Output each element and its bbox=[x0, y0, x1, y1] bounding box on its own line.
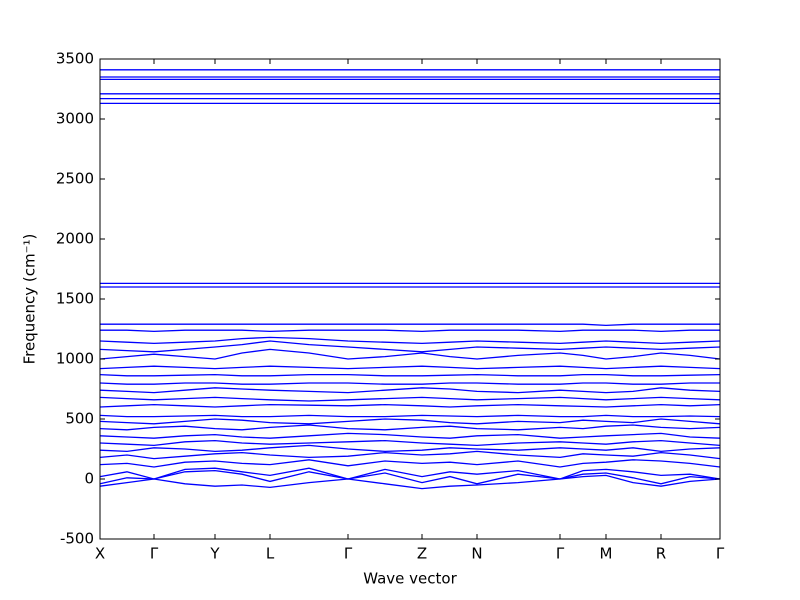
band-line bbox=[99, 467, 721, 480]
band-line bbox=[99, 469, 721, 485]
y-tick-label: 3000 bbox=[56, 110, 94, 128]
band-line bbox=[99, 474, 721, 490]
y-tick-label: 500 bbox=[65, 410, 94, 428]
band-line bbox=[100, 323, 720, 327]
y-tick-label: 2500 bbox=[56, 170, 94, 188]
band-line bbox=[99, 403, 721, 408]
y-tick-label: 1500 bbox=[56, 290, 94, 308]
x-tick-label: Γ bbox=[150, 545, 159, 563]
band-line bbox=[99, 340, 721, 353]
band-line bbox=[99, 418, 721, 425]
band-line bbox=[99, 450, 721, 460]
x-tick-label: N bbox=[471, 545, 482, 563]
x-tick-label: X bbox=[95, 545, 105, 563]
band-line bbox=[99, 444, 721, 453]
band-line bbox=[99, 424, 721, 431]
x-tick-label: Y bbox=[209, 545, 220, 563]
x-tick-label: Γ bbox=[344, 545, 353, 563]
x-axis-label: Wave vector bbox=[363, 570, 457, 588]
band-line bbox=[99, 373, 721, 377]
y-tick-label: 2000 bbox=[56, 230, 94, 248]
y-tick-label: 3500 bbox=[56, 50, 94, 68]
band-line bbox=[99, 432, 721, 439]
y-axis-label: Frequency (cm⁻¹) bbox=[21, 234, 39, 365]
y-tick-label: 1000 bbox=[56, 350, 94, 368]
y-tick-label: 0 bbox=[84, 470, 94, 488]
band-line bbox=[99, 459, 721, 468]
band-line bbox=[100, 329, 720, 333]
band-line bbox=[99, 439, 721, 447]
plot-frame bbox=[99, 58, 721, 540]
band-line bbox=[99, 414, 721, 418]
band-line bbox=[99, 336, 721, 345]
band-line bbox=[99, 348, 721, 360]
x-tick-label: R bbox=[656, 545, 666, 563]
x-tick-label: Γ bbox=[556, 545, 565, 563]
x-tick-label: Z bbox=[417, 545, 427, 563]
band-line bbox=[99, 387, 721, 394]
x-tick-label: Γ bbox=[716, 545, 725, 563]
band-line bbox=[99, 382, 720, 385]
y-tick-label: -500 bbox=[60, 530, 94, 548]
band-line bbox=[99, 365, 721, 370]
x-tick-label: M bbox=[600, 545, 613, 563]
x-tick-label: L bbox=[266, 545, 275, 563]
band-line bbox=[99, 396, 721, 402]
